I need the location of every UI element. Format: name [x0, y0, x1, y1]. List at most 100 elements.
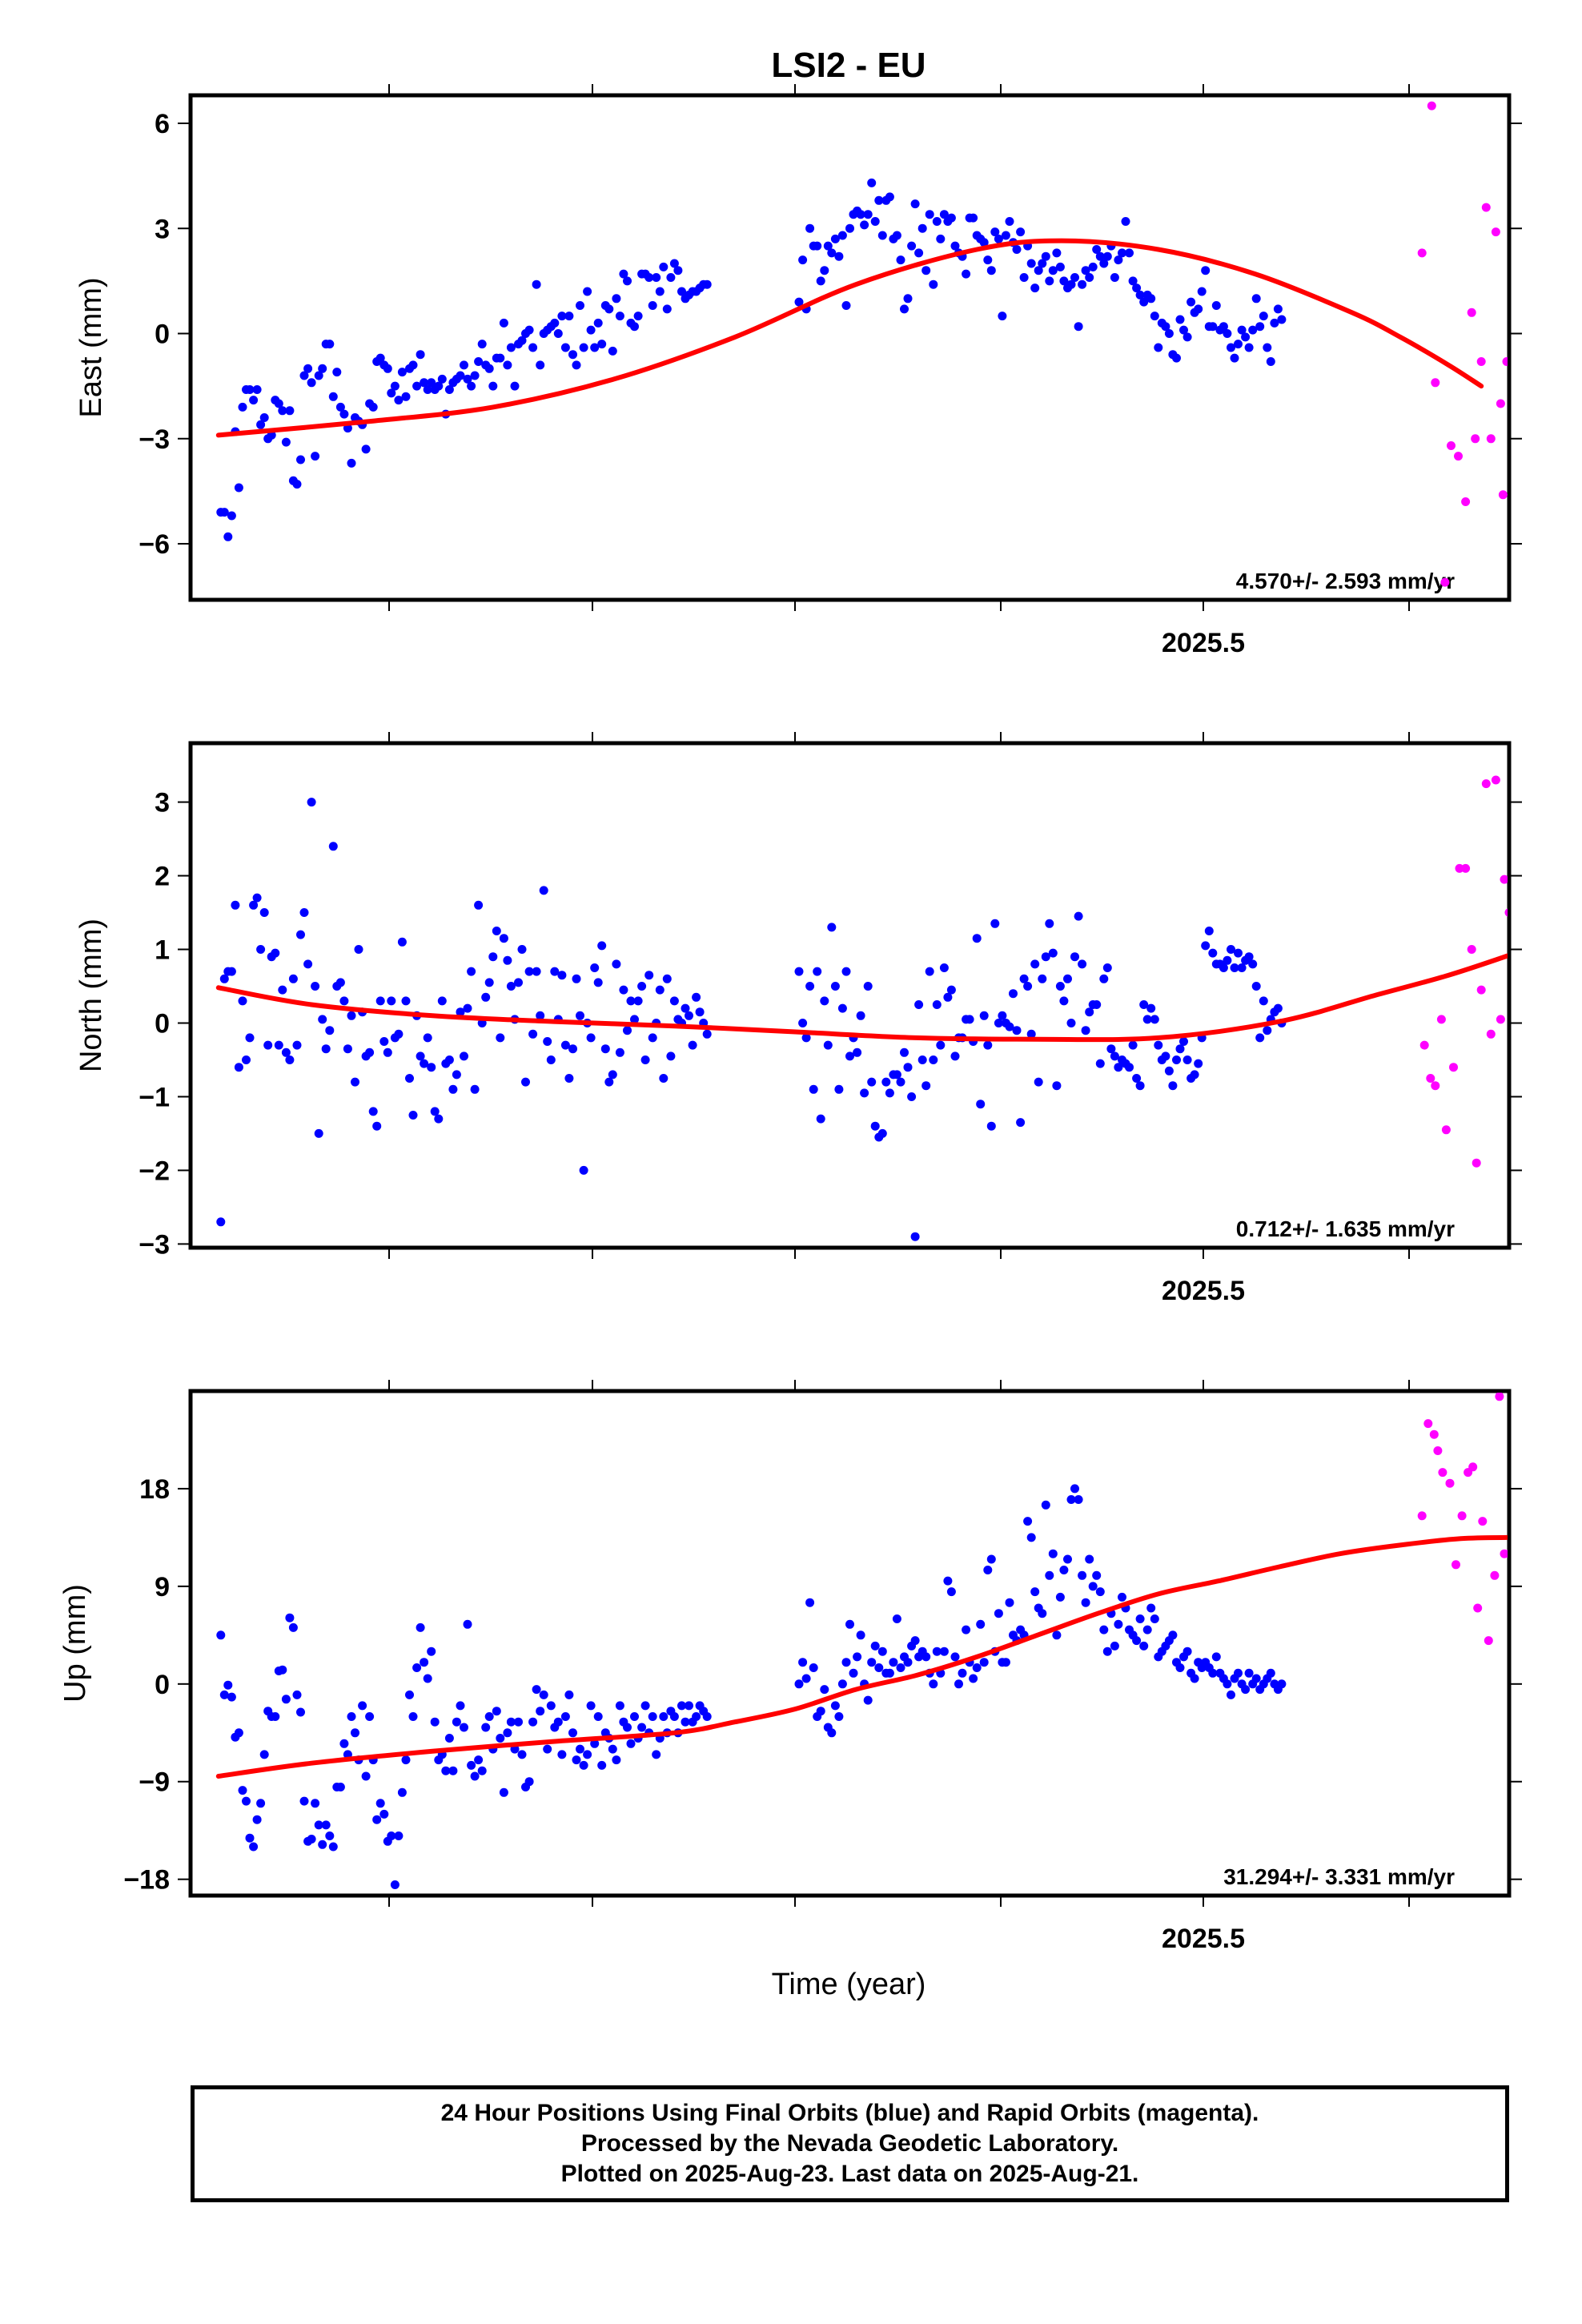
up-final-point: [863, 1695, 873, 1705]
north-final-point: [470, 1084, 480, 1094]
up-final-point: [983, 1566, 993, 1574]
east-final-point: [1114, 255, 1123, 265]
north-final-point: [834, 1084, 844, 1094]
north-final-point: [481, 992, 491, 1002]
east-final-point: [332, 368, 342, 377]
east-rapid-point: [1417, 248, 1427, 258]
up-final-point: [307, 1835, 316, 1844]
east-final-point: [463, 374, 472, 384]
up-final-point: [339, 1739, 349, 1748]
east-final-point: [557, 312, 567, 321]
up-final-point: [358, 1701, 367, 1711]
east-final-point: [412, 381, 422, 391]
up-final-point: [1045, 1570, 1054, 1580]
east-final-point: [885, 192, 894, 202]
north-final-point: [550, 967, 560, 976]
east-final-point: [1219, 322, 1228, 332]
up-xtick-label: 2025.5: [1162, 1924, 1245, 1954]
up-final-point: [669, 1712, 679, 1721]
up-final-point: [259, 1750, 269, 1759]
east-final-point: [950, 241, 960, 251]
up-final-point: [543, 1744, 552, 1754]
north-final-point: [387, 996, 396, 1006]
north-final-point: [288, 974, 298, 983]
north-rapid-point: [1472, 1158, 1481, 1168]
up-final-point: [328, 1842, 338, 1852]
east-final-point: [798, 255, 808, 265]
east-final-point: [328, 392, 338, 401]
north-final-point: [546, 1055, 556, 1064]
north-final-point: [666, 1051, 676, 1061]
east-final-point: [845, 223, 854, 233]
north-rapid-point: [1431, 1081, 1440, 1091]
up-final-point: [1114, 1619, 1123, 1629]
up-final-point: [583, 1750, 592, 1759]
east-final-point: [1201, 266, 1211, 275]
east-final-point: [834, 251, 844, 261]
up-rapid-point: [1452, 1560, 1460, 1570]
east-final-point: [416, 350, 425, 360]
up-final-point: [572, 1755, 581, 1765]
up-final-point: [390, 1880, 400, 1889]
east-final-point: [234, 483, 243, 493]
east-final-point: [1234, 340, 1243, 349]
east-final-point: [1066, 279, 1076, 289]
north-final-point: [1179, 1037, 1188, 1046]
east-final-point: [590, 343, 600, 352]
east-panel: East (mm) 4.570+/- 2.593 mm/yr 2025.5 6 3…: [74, 84, 1522, 658]
east-final-point: [1150, 312, 1159, 321]
north-final-point: [339, 996, 349, 1006]
north-rapid-point: [1496, 1015, 1505, 1024]
up-final-point: [278, 1665, 287, 1675]
north-final-point: [809, 1084, 818, 1094]
east-final-point: [249, 396, 259, 405]
up-final-point: [1118, 1592, 1126, 1602]
up-final-point: [1030, 1587, 1040, 1597]
up-final-point: [318, 1839, 327, 1849]
north-final-point: [375, 996, 385, 1006]
up-rapid-point: [1495, 1393, 1504, 1401]
up-final-point: [1146, 1603, 1156, 1613]
north-final-point: [813, 967, 822, 976]
east-final-point: [1251, 294, 1261, 304]
north-final-point: [372, 1121, 382, 1131]
north-final-point: [521, 1077, 530, 1087]
east-final-point: [560, 343, 570, 352]
north-final-point: [936, 1040, 946, 1050]
north-final-point: [907, 1092, 917, 1101]
north-final-point: [1034, 1077, 1043, 1087]
north-final-point: [1273, 1003, 1283, 1013]
north-final-point: [1066, 1019, 1076, 1027]
north-final-point: [1190, 1070, 1199, 1080]
up-final-point: [994, 1609, 1003, 1618]
up-final-point: [827, 1728, 837, 1738]
east-final-point: [805, 223, 815, 233]
up-final-point: [568, 1728, 577, 1738]
east-rapid-point: [1467, 308, 1476, 317]
up-final-point: [557, 1750, 567, 1759]
east-final-point: [361, 444, 371, 454]
north-final-point: [590, 963, 600, 972]
east-final-point: [1132, 283, 1142, 293]
north-final-point: [867, 1077, 877, 1087]
up-final-point: [939, 1647, 949, 1656]
east-final-point: [914, 248, 924, 258]
east-final-point: [677, 287, 686, 296]
north-final-point: [405, 1074, 414, 1083]
east-final-point: [1259, 312, 1268, 321]
north-final-point: [1244, 952, 1254, 962]
north-final-point: [863, 982, 873, 991]
east-final-point: [1175, 315, 1185, 324]
up-final-point: [681, 1717, 690, 1727]
north-final-point: [939, 963, 949, 972]
up-final-point: [467, 1760, 476, 1770]
east-final-point: [1194, 304, 1203, 314]
north-panel: North (mm) 0.712+/- 1.635 mm/yr 2025.5 3…: [74, 732, 1522, 1306]
north-final-point: [252, 893, 262, 903]
east-final-point: [397, 368, 407, 377]
up-final-point: [841, 1658, 851, 1667]
up-final-point: [954, 1679, 963, 1689]
east-final-point: [841, 301, 851, 310]
up-final-point: [1070, 1484, 1079, 1494]
east-final-point: [870, 217, 880, 226]
